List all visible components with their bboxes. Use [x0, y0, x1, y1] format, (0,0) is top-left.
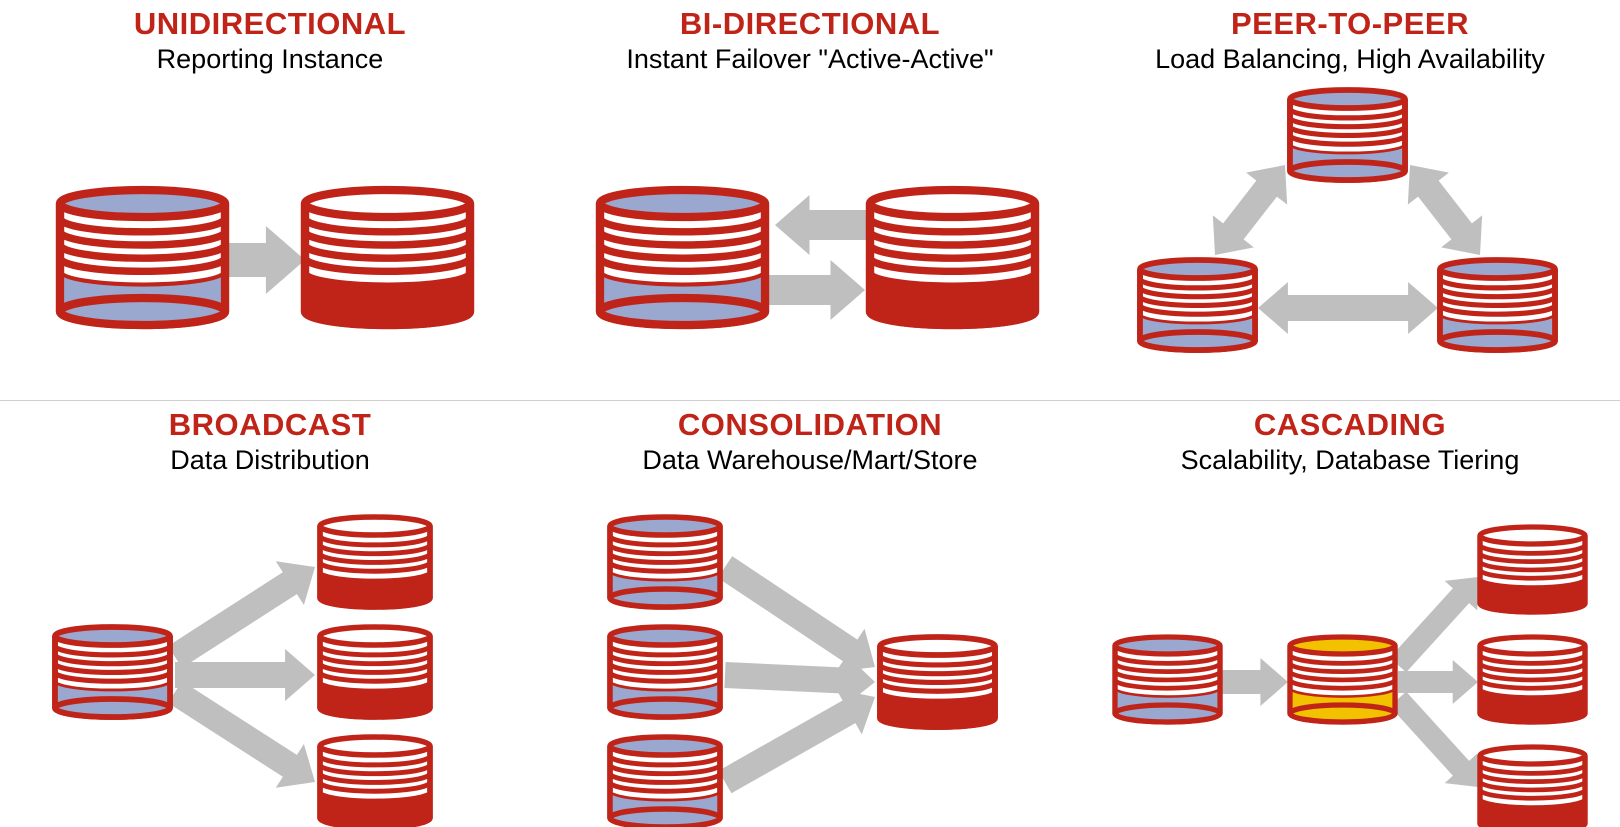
panel-cascading: CASCADING Scalability, Database Tiering	[1080, 401, 1620, 827]
row-top: UNIDIRECTIONAL Reporting Instance BI-DIR…	[0, 0, 1620, 400]
title-peer: PEER-TO-PEER	[1080, 6, 1620, 42]
subtitle-consolidation: Data Warehouse/Mart/Store	[540, 445, 1080, 476]
panel-consolidation: CONSOLIDATION Data Warehouse/Mart/Store	[540, 401, 1080, 827]
subtitle-unidirectional: Reporting Instance	[0, 44, 540, 75]
title-unidirectional: UNIDIRECTIONAL	[0, 6, 540, 42]
title-broadcast: BROADCAST	[0, 407, 540, 443]
row-bottom: BROADCAST Data Distribution CONSOLIDATIO…	[0, 401, 1620, 827]
panel-bidirectional: BI-DIRECTIONAL Instant Failover "Active-…	[540, 0, 1080, 400]
subtitle-bidirectional: Instant Failover "Active-Active"	[540, 44, 1080, 75]
panel-peer: PEER-TO-PEER Load Balancing, High Availa…	[1080, 0, 1620, 400]
scene-cascading	[1080, 487, 1620, 827]
scene-broadcast	[0, 487, 540, 827]
replication-topologies-infographic: UNIDIRECTIONAL Reporting Instance BI-DIR…	[0, 0, 1620, 827]
scene-bidirectional	[540, 100, 1080, 400]
scene-consolidation	[540, 487, 1080, 827]
subtitle-broadcast: Data Distribution	[0, 445, 540, 476]
scene-unidirectional	[0, 100, 540, 400]
scene-peer	[1080, 70, 1620, 400]
subtitle-cascading: Scalability, Database Tiering	[1080, 445, 1620, 476]
panel-unidirectional: UNIDIRECTIONAL Reporting Instance	[0, 0, 540, 400]
panel-broadcast: BROADCAST Data Distribution	[0, 401, 540, 827]
title-bidirectional: BI-DIRECTIONAL	[540, 6, 1080, 42]
title-cascading: CASCADING	[1080, 407, 1620, 443]
title-consolidation: CONSOLIDATION	[540, 407, 1080, 443]
